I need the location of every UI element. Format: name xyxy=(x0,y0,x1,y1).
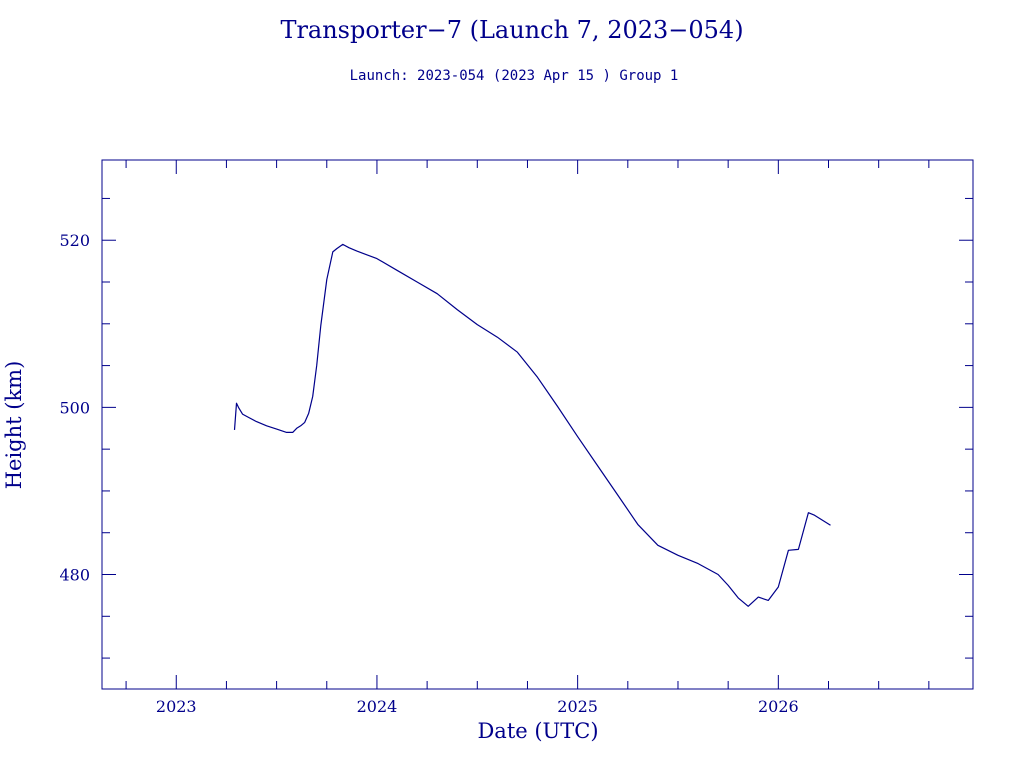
x-axis-label: Date (UTC) xyxy=(477,719,598,743)
y-tick-label: 500 xyxy=(59,398,90,417)
series-line xyxy=(233,243,831,607)
y-tick-label: 520 xyxy=(59,231,90,250)
chart-subtitle: Launch: 2023-054 (2023 Apr 15 ) Group 1 xyxy=(350,68,679,84)
series-layer xyxy=(233,243,831,607)
x-tick-label: 2026 xyxy=(758,697,799,716)
x-tick-label: 2025 xyxy=(557,697,598,716)
y-axis-label: Height (km) xyxy=(2,361,26,490)
plot-frame xyxy=(101,159,974,690)
chart-title: Transporter−7 (Launch 7, 2023−054) xyxy=(280,16,743,44)
y-tick-label: 480 xyxy=(59,566,90,585)
x-tick-label: 2023 xyxy=(156,697,197,716)
y-axis: 480 500 520 xyxy=(59,197,973,659)
x-axis: 2023 2024 2025 2026 xyxy=(125,160,930,716)
x-tick-label: 2024 xyxy=(357,697,398,716)
